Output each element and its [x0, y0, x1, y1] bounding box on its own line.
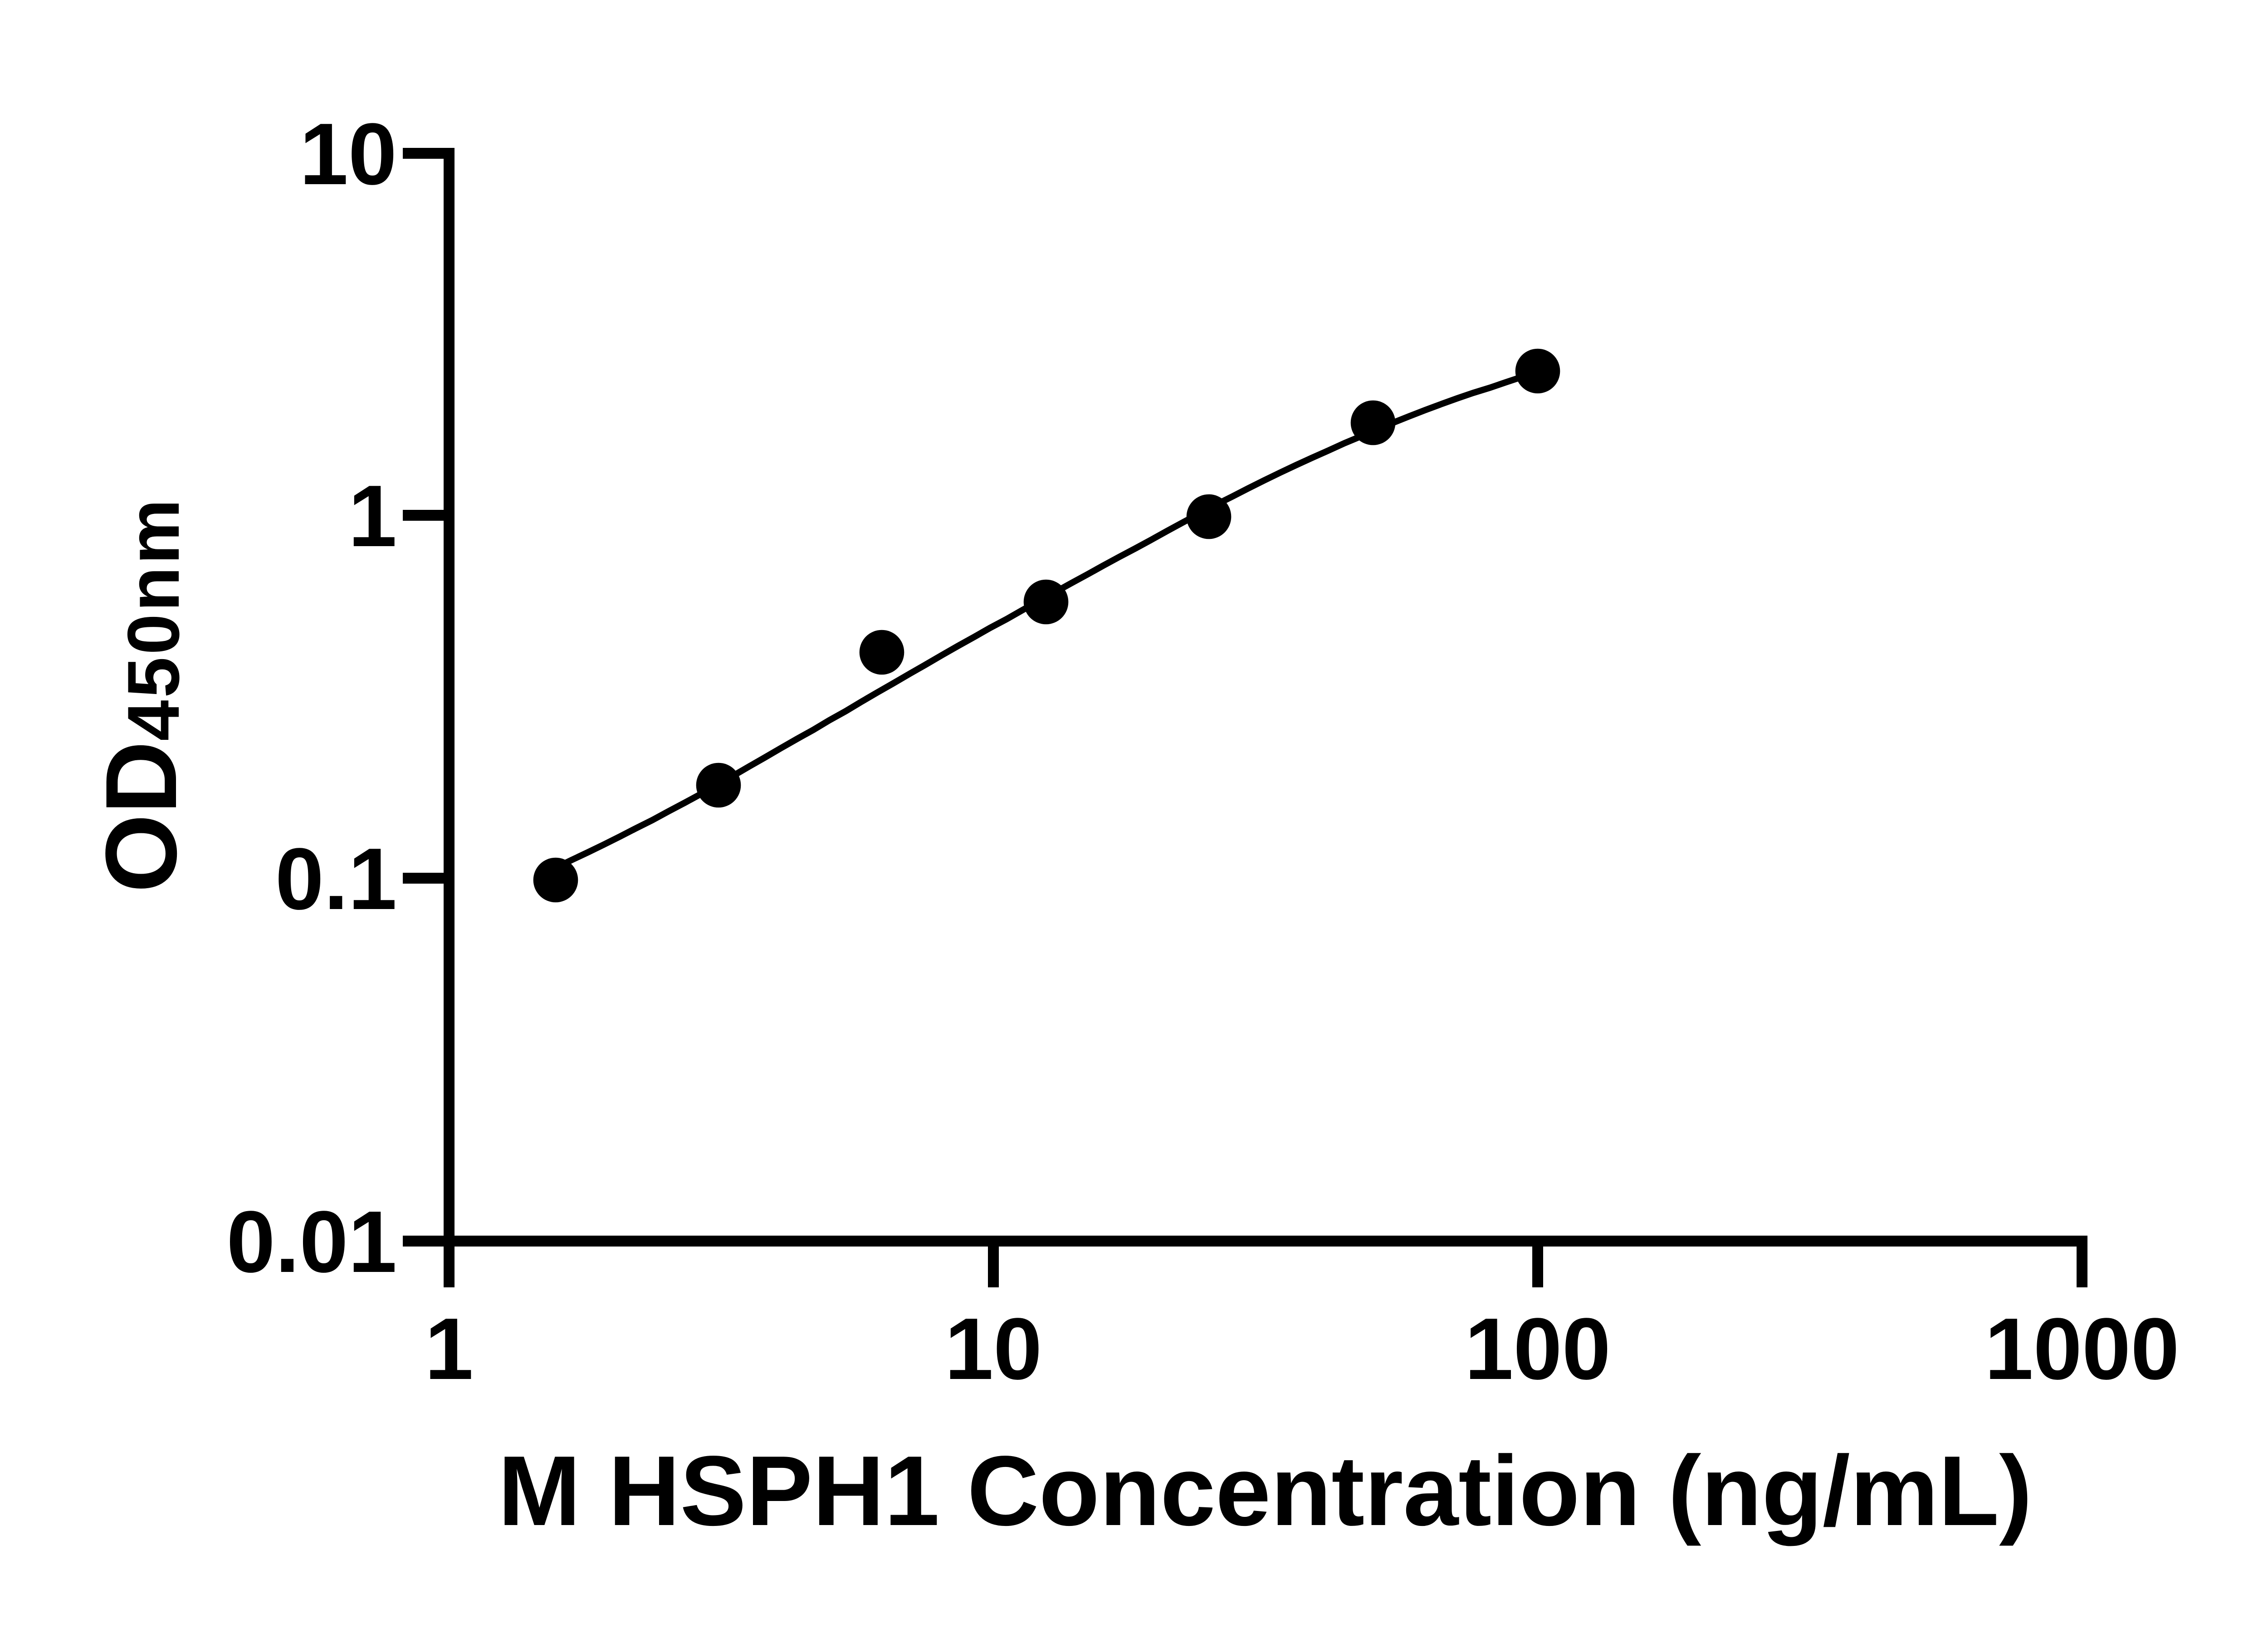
svg-text:OD450nm: OD450nm	[85, 497, 198, 893]
svg-text:1: 1	[348, 467, 397, 565]
svg-text:0.01: 0.01	[226, 1193, 397, 1291]
svg-text:1: 1	[425, 1300, 473, 1398]
svg-text:1000: 1000	[1984, 1300, 2179, 1398]
svg-text:100: 100	[1465, 1300, 1611, 1398]
svg-text:0.1: 0.1	[275, 830, 397, 928]
svg-text:10: 10	[299, 105, 397, 203]
svg-text:10: 10	[945, 1300, 1042, 1398]
svg-text:M HSPH1 Concentration (ng/mL): M HSPH1 Concentration (ng/mL)	[498, 1436, 2032, 1546]
